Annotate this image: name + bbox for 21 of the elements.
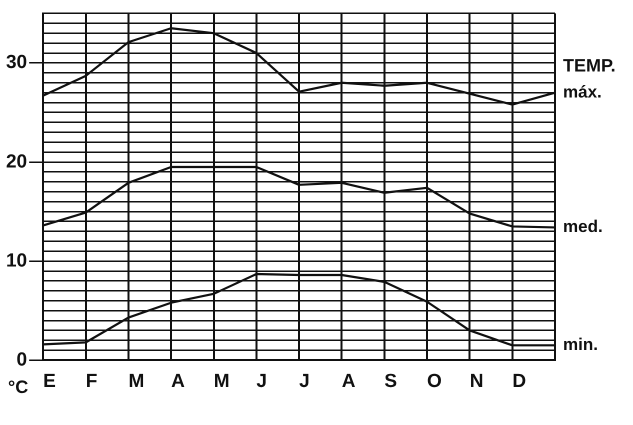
y-tick-label: 30 xyxy=(6,52,28,74)
x-tick-label: S xyxy=(384,370,398,392)
series-label: máx. xyxy=(563,82,602,102)
x-tick-label: A xyxy=(342,370,356,392)
y-tick-label: 10 xyxy=(6,250,28,272)
x-tick-label: O xyxy=(427,370,442,392)
y-tick-label: 20 xyxy=(6,151,28,172)
series-label: med. xyxy=(563,217,603,236)
x-tick-label: D xyxy=(512,370,526,392)
x-tick-label: E xyxy=(43,370,56,392)
y-axis-title: °C xyxy=(8,377,28,398)
x-tick-label: J xyxy=(256,370,267,392)
x-tick-label: A xyxy=(171,370,186,392)
text: TEMP. xyxy=(563,56,616,76)
x-tick-label: N xyxy=(470,370,484,392)
x-tick-label: J xyxy=(299,370,310,392)
y-tick-label: 0 xyxy=(16,349,28,370)
x-tick-label: M xyxy=(128,370,144,392)
x-tick-label: F xyxy=(86,370,98,392)
series-label: min. xyxy=(563,335,598,354)
x-tick-label: M xyxy=(214,370,230,392)
